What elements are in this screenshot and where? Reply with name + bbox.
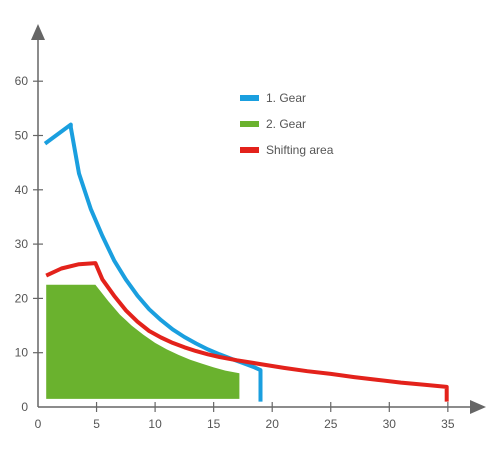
axes-layer: 0 5 10 15 20 25 30 35 0 10 20 30 40 50 60	[15, 24, 486, 431]
x-tick-label: 10	[148, 417, 162, 431]
legend-label: 1. Gear	[266, 91, 306, 105]
y-tick-label: 0	[21, 400, 28, 414]
legend-swatch	[240, 147, 259, 153]
y-tick-label: 30	[15, 237, 29, 251]
y-tick-label: 20	[15, 291, 29, 305]
legend-swatch	[240, 95, 259, 101]
series-line-shifting-area	[45, 261, 449, 402]
x-tick-label: 25	[324, 417, 338, 431]
legend: 1. Gear 2. Gear Shifting area	[240, 91, 334, 157]
x-axis-arrow	[470, 400, 486, 414]
series-layer	[43, 122, 449, 402]
legend-item-shifting-area: Shifting area	[240, 143, 334, 157]
legend-label: 2. Gear	[266, 117, 306, 131]
y-tick-label: 60	[15, 74, 29, 88]
y-axis-arrow	[31, 24, 45, 40]
series-area-2-gear	[46, 284, 240, 399]
x-tick-label: 35	[441, 417, 455, 431]
y-tick-label: 40	[15, 183, 29, 197]
y-tick-label: 10	[15, 346, 29, 360]
y-tick-label: 50	[15, 129, 29, 143]
x-tick-label: 5	[93, 417, 100, 431]
x-tick-label: 15	[207, 417, 221, 431]
legend-swatch	[240, 121, 259, 127]
legend-label: Shifting area	[266, 143, 334, 157]
legend-item-1-gear: 1. Gear	[240, 91, 306, 105]
legend-item-2-gear: 2. Gear	[240, 117, 306, 131]
x-tick-label: 0	[35, 417, 42, 431]
x-tick-label: 30	[383, 417, 397, 431]
x-tick-label: 20	[266, 417, 280, 431]
